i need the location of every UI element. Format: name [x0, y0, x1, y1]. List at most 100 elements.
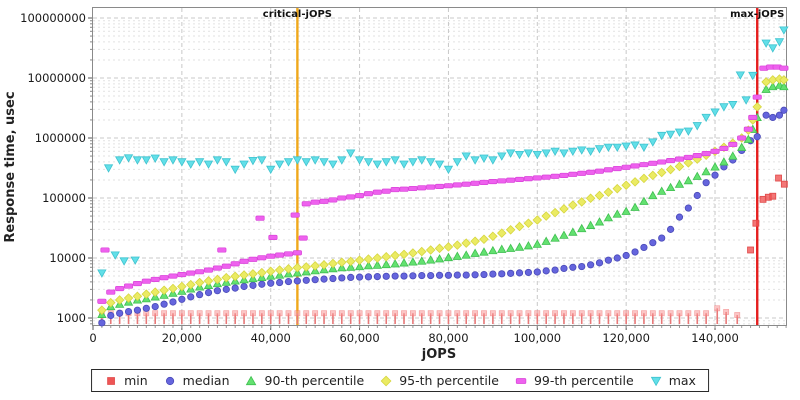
99-th-percentile-point [298, 235, 308, 241]
90-th-percentile-point [621, 206, 631, 215]
min-point [596, 310, 603, 317]
min-point [605, 310, 612, 317]
90-th-percentile-point [497, 244, 507, 253]
99-th-percentile-point [248, 256, 258, 262]
legend-item-min: min [104, 373, 148, 388]
critical-jOPS-label: critical-jOPS [263, 9, 332, 20]
median-point [169, 298, 177, 306]
min-point [152, 310, 159, 317]
95-th-percentile-point [283, 264, 294, 274]
legend-item-max: max [649, 373, 696, 388]
99-th-percentile-point [630, 163, 640, 169]
max-point [337, 156, 347, 165]
max-point [761, 39, 771, 48]
99-th-percentile-point [752, 94, 762, 100]
median-point [515, 269, 524, 277]
x-tick-label: 100,000 [514, 331, 562, 345]
99-th-percentile-point [363, 191, 374, 197]
95-th-percentile-point [674, 161, 685, 172]
max-point [497, 152, 507, 161]
95-th-percentile-point [585, 193, 596, 204]
95-th-percentile-point [550, 207, 560, 218]
95-th-percentile-point [443, 242, 454, 252]
median-point [489, 270, 497, 278]
min-point [401, 310, 407, 317]
max-point [110, 251, 120, 260]
max-point [319, 158, 329, 167]
min-point [392, 310, 399, 317]
min-point [525, 310, 532, 317]
99-th-percentile-point [550, 173, 560, 179]
min-point [374, 310, 381, 317]
min-point [507, 310, 514, 317]
99-th-percentile-point [141, 278, 151, 284]
x-tick-label: 120,000 [602, 331, 650, 345]
min-point [276, 310, 283, 317]
99-th-percentile-point [701, 151, 711, 157]
min-point [178, 310, 185, 317]
median-point [249, 281, 257, 289]
min-point [285, 310, 292, 317]
min-point [516, 310, 523, 317]
median-point [435, 271, 444, 279]
median-point [178, 295, 186, 303]
max-point [194, 158, 205, 167]
99-th-percentile-point [177, 271, 187, 278]
99-th-percentile-point [719, 145, 729, 151]
95-th-percentile-point [399, 249, 409, 260]
median-point [524, 268, 533, 277]
min-point [747, 246, 754, 254]
95-th-percentile-point [541, 211, 551, 221]
median-point [116, 309, 124, 317]
min-point [632, 310, 638, 317]
median-point [684, 204, 692, 212]
90-th-percentile-point [390, 259, 400, 268]
99-th-percentile-point [586, 169, 596, 175]
max-point [328, 160, 338, 169]
min-point [223, 310, 230, 317]
max-point [692, 122, 702, 131]
max-point [346, 149, 356, 158]
max-point [443, 165, 454, 175]
max-point [479, 154, 489, 163]
max-point [417, 156, 427, 165]
min-point [667, 310, 674, 317]
99-th-percentile-point [186, 270, 196, 276]
90-th-percentile-point [761, 84, 771, 93]
99-th-percentile-point [506, 177, 516, 183]
max-point [150, 154, 160, 163]
95-th-percentile-point [319, 260, 329, 270]
y-tick-label: 100000000 [20, 11, 86, 25]
max-point [132, 156, 143, 165]
90-th-percentile-point [630, 202, 640, 211]
min-point [187, 310, 194, 317]
99-th-percentile-point [657, 159, 667, 165]
legend-label: 90-th percentile [264, 373, 365, 388]
max-point [568, 147, 578, 157]
median-point [666, 225, 675, 233]
99-th-percentile-point [541, 174, 551, 180]
legend-label: median [182, 373, 230, 388]
min-point [250, 310, 256, 317]
95-th-percentile-point [221, 272, 232, 283]
diamond-legend-glyph [380, 375, 392, 386]
max-point [594, 145, 605, 154]
99-th-percentile-point [355, 192, 365, 199]
99-th-percentile-point [674, 156, 685, 162]
max-point [648, 138, 658, 147]
min-point [418, 310, 425, 317]
min-point [752, 219, 760, 227]
median-point [329, 274, 337, 283]
min-point [641, 310, 647, 317]
90-th-percentile-point [743, 134, 754, 143]
min-point [614, 310, 621, 317]
99-th-percentile-point [346, 194, 356, 200]
max-point [159, 158, 169, 167]
min-point [303, 310, 310, 317]
95-th-percentile-point [292, 262, 303, 273]
99-th-percentile-point [372, 189, 382, 195]
90-th-percentile-point [541, 236, 551, 245]
99-th-percentile-point [461, 181, 471, 187]
min-point [587, 310, 594, 317]
